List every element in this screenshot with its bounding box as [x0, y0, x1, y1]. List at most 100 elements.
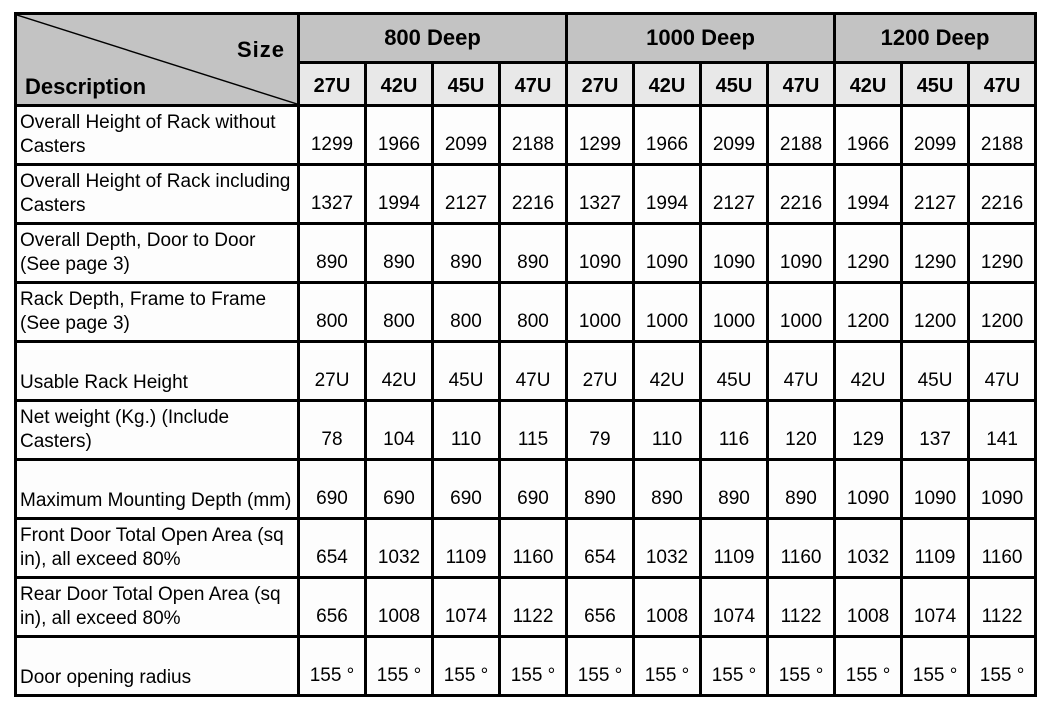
spec-value-cell: 690: [364, 458, 434, 520]
spec-value-cell: 1160: [967, 517, 1038, 579]
spec-value-cell: 1994: [632, 163, 702, 225]
spec-value-cell: 1090: [900, 458, 971, 520]
size-column-header: 47U: [498, 60, 568, 108]
group-header-1000-deep: 1000 Deep: [564, 12, 837, 64]
spec-value-cell: 155 °: [431, 635, 501, 697]
spec-value-cell: 690: [297, 458, 367, 520]
row-description: Rack Depth, Frame to Frame (See page 3): [14, 281, 300, 343]
spec-value-cell: 2188: [498, 104, 568, 166]
spec-value-cell: 2127: [699, 163, 769, 225]
spec-value-cell: 137: [900, 399, 971, 461]
spec-value-cell: 155 °: [833, 635, 904, 697]
spec-value-cell: 654: [565, 517, 635, 579]
spec-value-cell: 1200: [900, 281, 971, 343]
group-header-800-deep: 800 Deep: [297, 12, 568, 64]
spec-value-cell: 890: [699, 458, 769, 520]
description-axis-label: Description: [25, 74, 147, 99]
group-header-row: Size Description 800 Deep 1000 Deep 1200 D…: [14, 12, 1038, 107]
spec-value-cell: 890: [431, 222, 501, 284]
spec-value-cell: 1122: [765, 576, 837, 638]
spec-value-cell: 2188: [765, 104, 837, 166]
spec-value-cell: 1000: [699, 281, 769, 343]
spec-value-cell: 1994: [833, 163, 904, 225]
size-column-header: 42U: [833, 60, 904, 108]
spec-value-cell: 1008: [833, 576, 904, 638]
spec-value-cell: 2099: [431, 104, 501, 166]
spec-value-cell: 155 °: [699, 635, 769, 697]
spec-value-cell: 1090: [765, 222, 837, 284]
spec-value-cell: 1090: [833, 458, 904, 520]
size-column-header: 27U: [565, 60, 635, 108]
spec-value-cell: 890: [364, 222, 434, 284]
spec-value-cell: 1074: [699, 576, 769, 638]
size-column-header: 42U: [632, 60, 702, 108]
spec-value-cell: 45U: [900, 340, 971, 402]
spec-value-cell: 1290: [900, 222, 971, 284]
spec-value-cell: 656: [297, 576, 367, 638]
diagonal-divider-line: [17, 15, 297, 104]
row-description: Door opening radius: [14, 635, 300, 697]
table-row: Overall Depth, Door to Door (See page 3)…: [14, 222, 1038, 284]
rack-spec-table: Size Description 800 Deep 1000 Deep 1200 D…: [14, 12, 1038, 697]
spec-value-cell: 690: [431, 458, 501, 520]
size-column-header: 27U: [297, 60, 367, 108]
size-axis-label: Size: [236, 37, 285, 62]
spec-value-cell: 2099: [900, 104, 971, 166]
spec-value-cell: 800: [364, 281, 434, 343]
spec-value-cell: 116: [699, 399, 769, 461]
row-description: Front Door Total Open Area (sq in), all …: [14, 517, 300, 579]
table-row: Front Door Total Open Area (sq in), all …: [14, 517, 1038, 579]
size-column-header: 45U: [699, 60, 769, 108]
row-description: Rear Door Total Open Area (sq in), all e…: [14, 576, 300, 638]
table-row: Rack Depth, Frame to Frame (See page 3) 8…: [14, 281, 1038, 343]
spec-value-cell: 27U: [297, 340, 367, 402]
spec-value-cell: 1032: [632, 517, 702, 579]
spec-value-cell: 78: [297, 399, 367, 461]
spec-value-cell: 155 °: [765, 635, 837, 697]
size-column-header: 47U: [967, 60, 1038, 108]
row-description: Overall Depth, Door to Door (See page 3): [14, 222, 300, 284]
spec-value-cell: 2216: [967, 163, 1038, 225]
spec-value-cell: 690: [498, 458, 568, 520]
spec-value-cell: 110: [431, 399, 501, 461]
spec-value-cell: 42U: [364, 340, 434, 402]
spec-value-cell: 155 °: [632, 635, 702, 697]
spec-value-cell: 890: [632, 458, 702, 520]
spec-value-cell: 1032: [364, 517, 434, 579]
spec-value-cell: 800: [297, 281, 367, 343]
spec-value-cell: 1122: [498, 576, 568, 638]
spec-value-cell: 120: [765, 399, 837, 461]
spec-value-cell: 1074: [900, 576, 971, 638]
table-row: Overall Height of Rack including Casters…: [14, 163, 1038, 225]
spec-value-cell: 79: [565, 399, 635, 461]
spec-value-cell: 1008: [632, 576, 702, 638]
table-row: Overall Height of Rack without Casters 12…: [14, 104, 1038, 166]
spec-value-cell: 890: [498, 222, 568, 284]
table-row: Door opening radius 155 ° 155 ° 155 ° 155 ° 1…: [14, 635, 1038, 697]
spec-value-cell: 1090: [699, 222, 769, 284]
spec-value-cell: 2188: [967, 104, 1038, 166]
spec-value-cell: 155 °: [364, 635, 434, 697]
spec-value-cell: 1109: [699, 517, 769, 579]
size-column-header: 42U: [364, 60, 434, 108]
spec-value-cell: 1122: [967, 576, 1038, 638]
spec-value-cell: 1000: [565, 281, 635, 343]
row-description: Net weight (Kg.) (Include Casters): [14, 399, 300, 461]
spec-value-cell: 1966: [364, 104, 434, 166]
spec-value-cell: 890: [297, 222, 367, 284]
spec-value-cell: 155 °: [565, 635, 635, 697]
spec-value-cell: 45U: [699, 340, 769, 402]
spec-value-cell: 1966: [833, 104, 904, 166]
row-description: Maximum Mounting Depth (mm): [14, 458, 300, 520]
spec-value-cell: 1994: [364, 163, 434, 225]
spec-value-cell: 115: [498, 399, 568, 461]
size-column-header: 45U: [431, 60, 501, 108]
group-header-1200-deep: 1200 Deep: [833, 12, 1038, 64]
spec-value-cell: 27U: [565, 340, 635, 402]
table-row: Usable Rack Height 27U 42U 45U 47U 27U 42U 45U 4…: [14, 340, 1038, 402]
spec-value-cell: 1109: [900, 517, 971, 579]
spec-value-cell: 1109: [431, 517, 501, 579]
spec-value-cell: 1200: [967, 281, 1038, 343]
spec-value-cell: 1299: [565, 104, 635, 166]
spec-value-cell: 1032: [833, 517, 904, 579]
